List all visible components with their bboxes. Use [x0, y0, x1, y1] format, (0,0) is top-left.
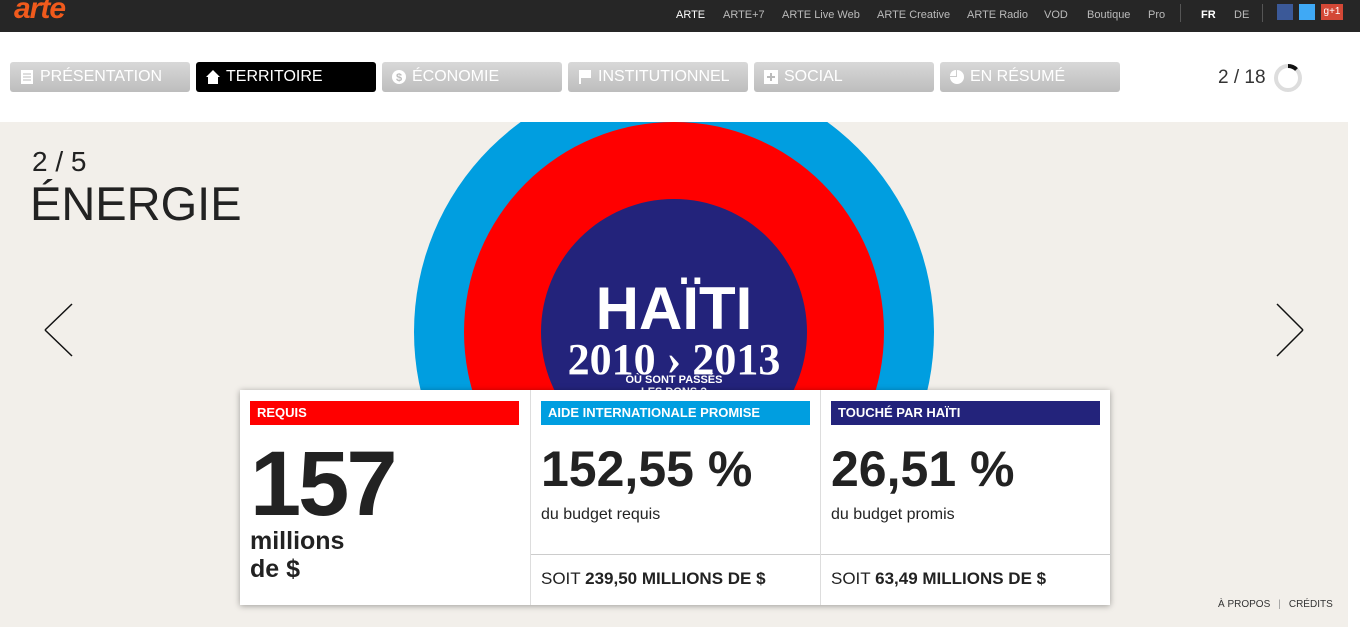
facebook-icon[interactable] [1277, 4, 1293, 20]
section-title: ÉNERGIE [30, 177, 242, 230]
gplus-icon[interactable]: g+1 [1321, 4, 1343, 20]
progress-ring [1274, 63, 1302, 92]
stat-unit: de $ [250, 555, 301, 583]
tab-label: SOCIAL [784, 68, 843, 85]
stat-caption: du budget promis [831, 506, 955, 523]
stat-footer: SOIT 239,50 MILLIONS DE $ [531, 554, 821, 605]
tab[interactable]: $ ÉCONOMIE [382, 62, 562, 92]
stat-unit: millions [250, 527, 345, 555]
nav-link[interactable]: Boutique [1087, 9, 1131, 21]
arrow-prev[interactable] [44, 303, 73, 357]
nav-link[interactable]: VOD [1044, 9, 1068, 21]
page-counter: 2 / 18 [1218, 67, 1266, 88]
stat-value: 152,55 % [541, 441, 753, 497]
stat-label: TOUCHÉ PAR HAÏTI [831, 401, 1100, 425]
nav-link[interactable]: ARTE Radio [967, 9, 1028, 21]
separator [1180, 4, 1181, 22]
arrow-next[interactable] [1276, 303, 1304, 357]
stat-value: 157 [250, 433, 397, 535]
tab-icon [764, 70, 778, 84]
twitter-icon[interactable] [1299, 4, 1315, 20]
stat-value: 26,51 % [831, 441, 1015, 497]
footer-value: 239,50 MILLIONS DE $ [585, 569, 766, 588]
tab-icon: $ [392, 70, 406, 84]
tab-icon [950, 70, 964, 84]
stat-column: AIDE INTERNATIONALE PROMISE 152,55 % du … [530, 390, 821, 605]
tab[interactable]: INSTITUTIONNEL [568, 62, 748, 92]
tab[interactable]: PRÉSENTATION [10, 62, 190, 92]
tab-label: INSTITUTIONNEL [598, 68, 730, 85]
tab-icon [206, 70, 220, 84]
svg-text:$: $ [396, 72, 402, 84]
stat-column: REQUIS 157 millions de $ [240, 390, 530, 605]
footer-value: 63,49 MILLIONS DE $ [875, 569, 1047, 588]
tab[interactable]: EN RÉSUMÉ [940, 62, 1120, 92]
nav-link[interactable]: ARTE+7 [723, 9, 765, 21]
section-step: 2 / 5 [32, 146, 87, 177]
tab-label: TERRITOIRE [226, 68, 323, 85]
tab-label: EN RÉSUMÉ [970, 68, 1066, 85]
stat-caption: du budget requis [541, 506, 661, 523]
logo[interactable]: arte [14, 0, 66, 25]
emblem-years: 2010 › 2013 [567, 335, 781, 384]
language[interactable]: DE [1234, 9, 1250, 21]
nav-link[interactable]: ARTE Creative [877, 9, 951, 21]
stat-column: TOUCHÉ PAR HAÏTI 26,51 % du budget promi… [820, 390, 1111, 605]
emblem-subtitle: OÙ SONT PASSÉS [625, 374, 723, 386]
stat-footer: SOIT 63,49 MILLIONS DE $ [821, 554, 1111, 605]
footer-prefix: SOIT [541, 569, 581, 588]
tab-icon [579, 70, 591, 84]
stat-label: REQUIS [250, 401, 519, 425]
nav-link[interactable]: ARTE [676, 9, 706, 21]
tab[interactable]: SOCIAL [754, 62, 934, 92]
stat-label: AIDE INTERNATIONALE PROMISE [541, 401, 810, 425]
language[interactable]: FR [1201, 9, 1216, 21]
footer-link[interactable]: À PROPOS [1218, 599, 1271, 610]
tab-label: ÉCONOMIE [412, 68, 500, 85]
tab-label: PRÉSENTATION [40, 68, 163, 85]
scrollbar-gutter [1348, 32, 1360, 627]
separator [1262, 4, 1263, 22]
tab-icon [21, 70, 33, 84]
footer-links: À PROPOS | CRÉDITS [1218, 599, 1333, 610]
emblem-title: HAÏTI [595, 275, 753, 342]
nav-link[interactable]: Pro [1148, 9, 1166, 21]
footer-link[interactable]: CRÉDITS [1288, 599, 1333, 610]
stats-card: REQUIS 157 millions de $ AIDE INTERNATIO… [240, 390, 1111, 605]
nav-link[interactable]: ARTE Live Web [782, 9, 860, 21]
top-bar: arte ARTE ARTE+7 ARTE Live Web ARTE Crea… [0, 0, 1360, 32]
footer-prefix: SOIT [831, 569, 871, 588]
tab-active[interactable]: TERRITOIRE [196, 62, 376, 92]
